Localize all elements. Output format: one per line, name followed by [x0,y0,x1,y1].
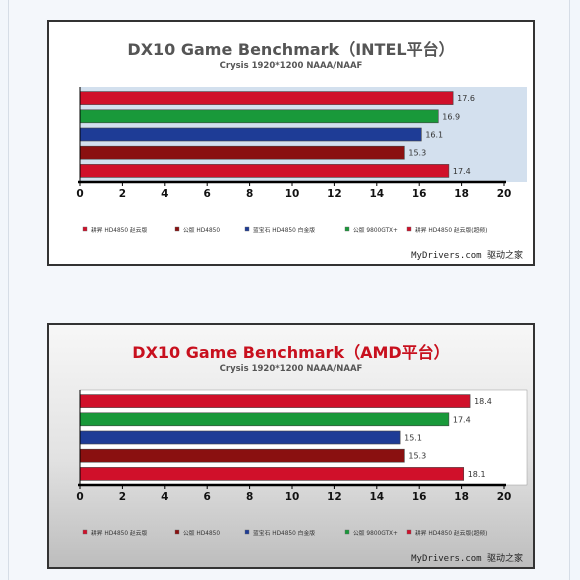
bar-3 [79,430,401,445]
bar-5 [79,467,465,481]
watermark: MyDrivers.com 驱动之家 [411,552,523,564]
bar-label-4: 15.3 [408,149,426,158]
bar-label-5: 17.4 [453,167,471,176]
bar-5 [79,164,450,178]
x-tick-label-6: 6 [204,491,211,503]
bar-label-2: 16.9 [442,112,460,121]
bar-label-1: 18.4 [474,397,492,406]
x-tick-label-2: 2 [119,491,126,503]
x-tick-label-6: 6 [204,188,211,200]
x-tick-label-20: 20 [497,491,512,503]
chart-subtitle: Crysis 1920*1200 NAAA/NAAF [220,61,363,71]
x-tick-label-0: 0 [76,188,83,200]
legend-swatch-4 [344,529,350,535]
x-tick-label-18: 18 [454,491,469,503]
legend-swatch-3 [244,529,250,535]
legend-swatch-4 [344,226,350,232]
amd-chart-panel: DX10 Game Benchmark（AMD平台） Crysis 1920*12… [47,323,535,569]
legend-swatch-2 [174,226,180,232]
bar-2 [79,109,439,124]
x-tick-label-12: 12 [327,188,342,200]
legend-label-2: 公版 HD4850 [183,529,220,537]
chart-title: DX10 Game Benchmark（INTEL平台） [127,40,454,59]
bar-label-4: 15.3 [408,452,426,461]
bar-1 [79,91,454,105]
bar-label-2: 17.4 [453,415,471,424]
bar-label-1: 17.6 [457,94,475,103]
legend-label-1: 耕昇 HD4850 赵云版 [91,529,147,537]
legend-label-4: 公版 9800GTX+ [353,529,398,537]
bar-1 [79,394,471,408]
amd-benchmark-chart: DX10 Game Benchmark（AMD平台） Crysis 1920*12… [76,343,528,564]
legend-swatch-1 [82,529,88,535]
chart-title: DX10 Game Benchmark（AMD平台） [132,343,449,362]
legend-label-3: 蓝宝石 HD4850 白金版 [253,529,315,537]
chart-subtitle: Crysis 1920*1200 NAAA/NAAF [220,364,363,374]
x-tick-label-8: 8 [246,188,253,200]
x-tick-label-16: 16 [412,188,427,200]
x-tick-label-0: 0 [76,491,83,503]
legend-label-2: 公版 HD4850 [183,226,220,234]
legend-label-1: 耕昇 HD4850 赵云版 [91,226,147,234]
x-tick-label-12: 12 [327,491,342,503]
bar-label-5: 18.1 [468,470,486,479]
bar-4 [79,448,405,463]
intel-benchmark-chart: DX10 Game Benchmark（INTEL平台） Crysis 1920*… [76,40,527,261]
legend-label-3: 蓝宝石 HD4850 白金版 [253,226,315,234]
x-tick-label-2: 2 [119,188,126,200]
legend-label-5: 耕昇 HD4850 赵云版(超频) [415,529,487,537]
x-tick-label-20: 20 [497,188,512,200]
bar-label-3: 16.1 [425,131,443,140]
bar-label-3: 15.1 [404,434,422,443]
legend-swatch-5 [406,529,412,535]
legend-swatch-1 [82,226,88,232]
x-tick-label-14: 14 [369,188,384,200]
intel-chart-panel: DX10 Game Benchmark（INTEL平台） Crysis 1920*… [47,20,535,266]
x-tick-label-8: 8 [246,491,253,503]
x-tick-label-10: 10 [285,491,300,503]
x-tick-label-14: 14 [369,491,384,503]
legend-label-5: 耕昇 HD4850 赵云版(超频) [415,226,487,234]
x-tick-label-4: 4 [161,188,168,200]
bar-2 [79,412,450,427]
legend-label-4: 公版 9800GTX+ [353,226,398,234]
x-tick-label-4: 4 [161,491,168,503]
watermark: MyDrivers.com 驱动之家 [411,249,523,261]
legend-swatch-3 [244,226,250,232]
legend-swatch-2 [174,529,180,535]
legend-swatch-5 [406,226,412,232]
x-tick-label-10: 10 [285,188,300,200]
bar-4 [79,145,405,160]
bar-3 [79,127,422,142]
x-tick-label-18: 18 [454,188,469,200]
x-tick-label-16: 16 [412,491,427,503]
